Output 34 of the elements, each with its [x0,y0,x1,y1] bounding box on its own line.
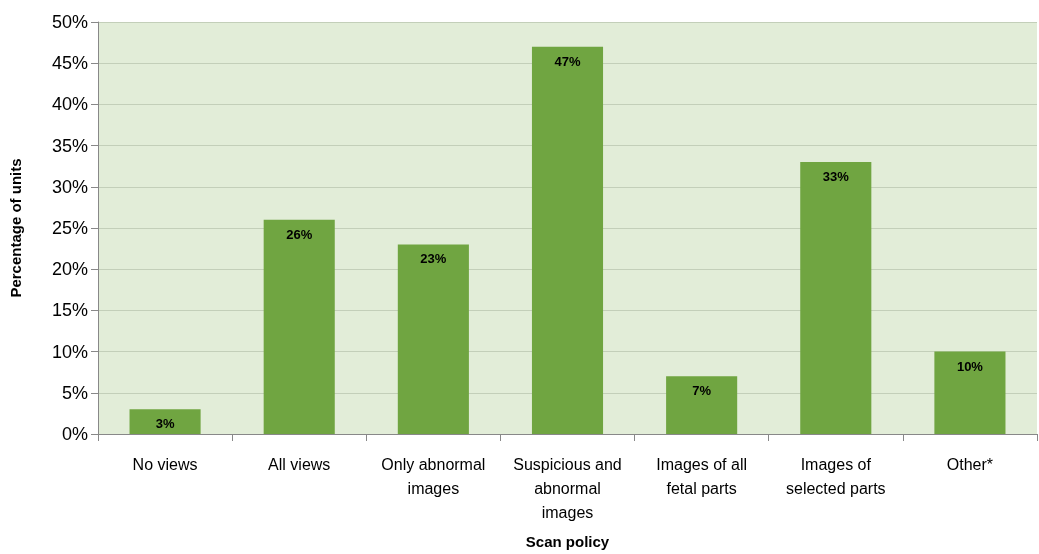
y-tick-label: 30% [51,176,88,197]
x-axis-title: Scan policy [525,533,610,550]
y-tick-label: 35% [51,135,88,156]
bar [934,351,1006,434]
y-tick-label: 25% [51,218,88,238]
x-tick-label: Suspicious and abnormal images [513,455,622,521]
x-tick-label: Only abnormal images [381,455,486,497]
data-label: 10% [956,358,984,374]
y-tick-label: 5% [61,382,88,403]
y-tick-label: 45% [51,53,88,74]
bar [666,376,738,434]
bar [129,409,201,434]
data-label: 7% [692,383,712,399]
bar [397,244,469,434]
y-axis-title: Percentage of units [7,158,24,298]
y-tick-label: 0% [61,424,88,444]
bar [531,46,604,434]
x-tick-label: Images of all fetal parts [656,455,747,497]
data-label: 3% [155,416,175,432]
bar [263,219,335,434]
data-label: 33% [822,169,850,185]
x-tick-label: Other* [946,455,994,473]
bar [800,162,872,434]
y-tick-label: 50% [51,12,88,32]
x-tick-label: No views [132,455,198,473]
y-tick-label: 40% [51,94,88,115]
data-label: 47% [554,53,581,69]
y-tick-label: 20% [51,259,88,280]
y-tick-label: 10% [51,341,88,362]
x-tick-label: All views [268,455,331,473]
x-tick-label: Images of selected parts [785,455,886,497]
data-label: 23% [420,251,447,267]
data-label: 26% [286,226,313,242]
y-tick-label: 15% [51,300,88,321]
